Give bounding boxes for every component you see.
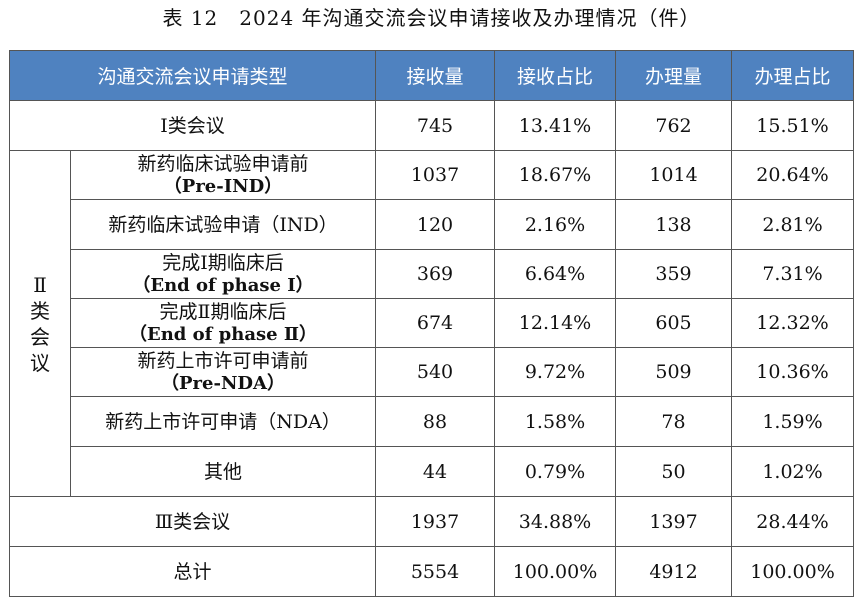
received-pct-cell: 6.64% bbox=[494, 249, 617, 299]
header-handled: 办理量 bbox=[615, 50, 733, 101]
header-handled-pct: 办理占比 bbox=[731, 50, 855, 101]
received-cell: 745 bbox=[375, 100, 496, 151]
received-pct-cell: 12.14% bbox=[494, 298, 617, 348]
row-label-sub: （End of phase Ⅰ） bbox=[132, 275, 314, 296]
row-label-sub: （Pre-NDA） bbox=[161, 373, 285, 394]
table-caption: 表 12 2024 年沟通交流会议申请接收及办理情况（件） bbox=[162, 6, 701, 30]
handled-pct-cell: 20.64% bbox=[731, 150, 855, 200]
meeting-stats-table: 沟通交流会议申请类型 接收量 接收占比 办理量 办理占比 Ⅰ类会议 745 13… bbox=[8, 50, 855, 597]
handled-pct-cell: 28.44% bbox=[731, 496, 855, 547]
handled-cell: 509 bbox=[615, 347, 733, 397]
handled-cell: 1014 bbox=[615, 150, 733, 200]
row-label: 新药临床试验申请（IND） bbox=[69, 199, 377, 250]
header-received-pct: 接收占比 bbox=[494, 50, 617, 101]
table-row: 新药临床试验申请（IND） 120 2.16% 138 2.81% bbox=[10, 199, 855, 250]
row-label-main: 完成Ⅱ期临床后 bbox=[159, 301, 287, 323]
received-cell: 120 bbox=[375, 199, 496, 250]
handled-pct-cell: 15.51% bbox=[731, 100, 855, 151]
row-label: 完成Ⅰ期临床后 （End of phase Ⅰ） bbox=[69, 249, 377, 299]
handled-pct-cell: 100.00% bbox=[731, 546, 855, 597]
header-received: 接收量 bbox=[375, 50, 496, 101]
handled-cell: 1397 bbox=[615, 496, 733, 547]
row-label-sub: （End of phase Ⅱ） bbox=[128, 324, 318, 345]
handled-pct-cell: 2.81% bbox=[731, 199, 855, 250]
handled-cell: 762 bbox=[615, 100, 733, 151]
handled-cell: 605 bbox=[615, 298, 733, 348]
handled-pct-cell: 10.36% bbox=[731, 347, 855, 397]
received-cell: 88 bbox=[375, 396, 496, 447]
row-label-sub: （Pre-IND） bbox=[163, 176, 283, 197]
received-cell: 369 bbox=[375, 249, 496, 299]
received-cell: 540 bbox=[375, 347, 496, 397]
handled-pct-cell: 12.32% bbox=[731, 298, 855, 348]
table-row: Ⅱ类会议 新药临床试验申请前 （Pre-IND） 1037 18.67% 101… bbox=[9, 150, 855, 497]
row-label: 其他 bbox=[69, 446, 377, 497]
handled-cell: 50 bbox=[615, 446, 733, 497]
received-pct-cell: 34.88% bbox=[494, 496, 617, 547]
table-row: Ⅰ类会议 745 13.41% 762 15.51% bbox=[8, 100, 855, 151]
row-label: 新药上市许可申请（NDA） bbox=[69, 396, 377, 447]
received-pct-cell: 100.00% bbox=[494, 546, 617, 597]
received-cell: 5554 bbox=[375, 546, 496, 597]
received-cell: 1037 bbox=[375, 150, 496, 200]
row-label: Ⅲ类会议 bbox=[8, 496, 377, 547]
received-pct-cell: 2.16% bbox=[494, 199, 617, 250]
received-pct-cell: 0.79% bbox=[494, 446, 617, 497]
handled-pct-cell: 1.02% bbox=[731, 446, 855, 497]
table-row: 完成Ⅱ期临床后 （End of phase Ⅱ） 674 12.14% 605 … bbox=[10, 298, 855, 348]
row-label: 新药上市许可申请前 （Pre-NDA） bbox=[69, 347, 377, 397]
received-cell: 674 bbox=[375, 298, 496, 348]
handled-cell: 78 bbox=[615, 396, 733, 447]
header-row: 沟通交流会议申请类型 接收量 接收占比 办理量 办理占比 bbox=[8, 50, 855, 101]
row-label-main: 新药临床试验申请前 bbox=[137, 153, 309, 175]
row-label-main: 完成Ⅰ期临床后 bbox=[162, 252, 284, 274]
received-pct-cell: 18.67% bbox=[494, 150, 617, 200]
received-pct-cell: 9.72% bbox=[494, 347, 617, 397]
table-row: 其他 44 0.79% 50 1.02% bbox=[10, 446, 855, 497]
received-cell: 1937 bbox=[375, 496, 496, 547]
handled-cell: 4912 bbox=[615, 546, 733, 597]
received-pct-cell: 1.58% bbox=[494, 396, 617, 447]
row-label: Ⅰ类会议 bbox=[8, 100, 377, 151]
handled-cell: 138 bbox=[615, 199, 733, 250]
class2-group-text: Ⅱ类会议 bbox=[30, 272, 50, 375]
received-pct-cell: 13.41% bbox=[494, 100, 617, 151]
table-row: 新药上市许可申请（NDA） 88 1.58% 78 1.59% bbox=[10, 396, 855, 447]
row-label: 新药临床试验申请前 （Pre-IND） bbox=[69, 150, 377, 200]
handled-cell: 359 bbox=[615, 249, 733, 299]
table-row: 新药上市许可申请前 （Pre-NDA） 540 9.72% 509 10.36% bbox=[10, 347, 855, 397]
total-row: 总计 5554 100.00% 4912 100.00% bbox=[8, 546, 855, 597]
row-label: 总计 bbox=[8, 546, 377, 597]
handled-pct-cell: 1.59% bbox=[731, 396, 855, 447]
row-label: 完成Ⅱ期临床后 （End of phase Ⅱ） bbox=[69, 298, 377, 348]
table-row: Ⅲ类会议 1937 34.88% 1397 28.44% bbox=[8, 496, 855, 547]
header-type: 沟通交流会议申请类型 bbox=[8, 50, 377, 101]
table-row: 完成Ⅰ期临床后 （End of phase Ⅰ） 369 6.64% 359 7… bbox=[10, 249, 855, 299]
received-cell: 44 bbox=[375, 446, 496, 497]
handled-pct-cell: 7.31% bbox=[731, 249, 855, 299]
class2-group-label: Ⅱ类会议 bbox=[9, 150, 71, 497]
row-label-main: 新药上市许可申请前 bbox=[137, 350, 309, 372]
